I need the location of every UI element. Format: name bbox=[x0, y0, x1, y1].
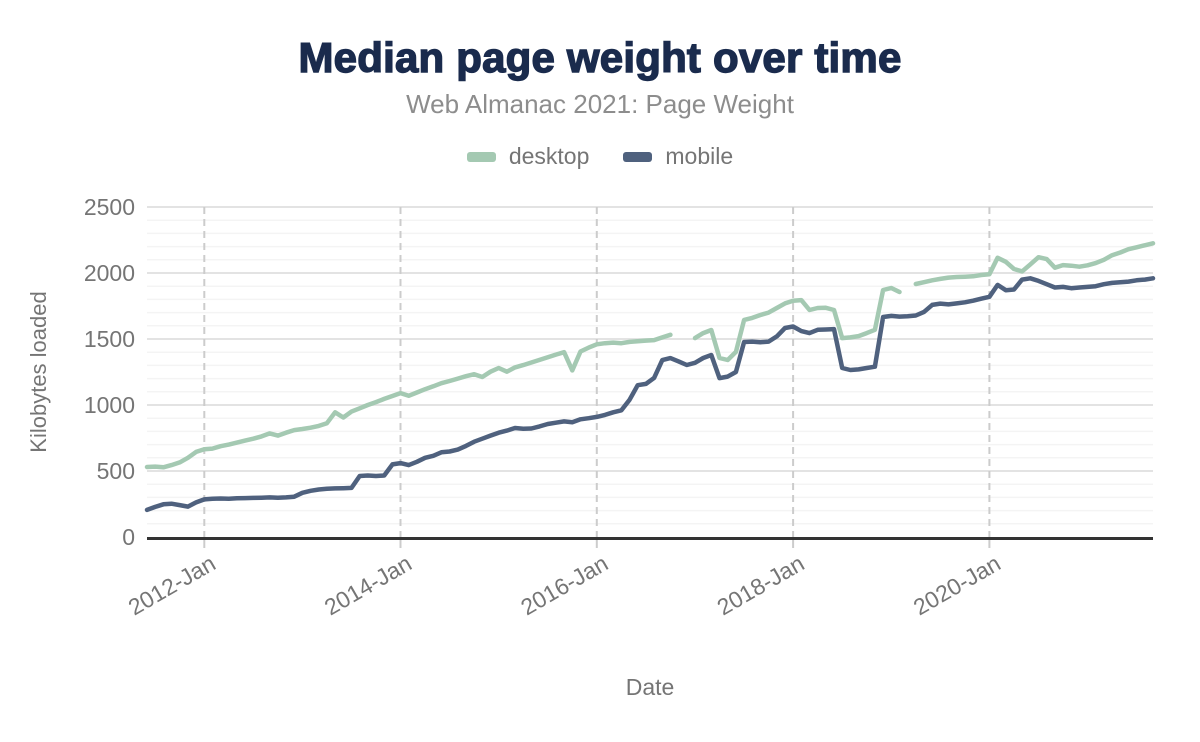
x-axis-title: Date bbox=[626, 674, 675, 700]
desktop-series-swatch-icon bbox=[466, 151, 496, 162]
mobile-series-swatch-icon bbox=[623, 151, 653, 162]
x-tick-label: 2018-Jan bbox=[713, 550, 809, 620]
y-tick-label: 1000 bbox=[84, 392, 135, 418]
x-tick-label: 2014-Jan bbox=[320, 550, 416, 620]
y-axis-ticks: 0 500 1000 1500 2000 2500 bbox=[84, 194, 135, 550]
y-tick-label: 1500 bbox=[84, 326, 135, 352]
x-tick-label: 2012-Jan bbox=[124, 550, 220, 620]
mobile-line bbox=[144, 276, 1156, 513]
minor-gridlines bbox=[147, 219, 1153, 525]
legend-label-desktop: desktop bbox=[508, 143, 590, 169]
x-tick-label: 2016-Jan bbox=[516, 550, 612, 620]
y-tick-label: 500 bbox=[97, 458, 135, 484]
y-axis-title: Kilobytes loaded bbox=[26, 291, 51, 452]
x-axis-ticks: 2012-Jan 2014-Jan 2016-Jan 2018-Jan 2020-Jan bbox=[124, 207, 1005, 620]
legend-label-mobile: mobile bbox=[665, 143, 734, 169]
y-tick-label: 2000 bbox=[84, 260, 135, 286]
y-tick-label: 2500 bbox=[84, 194, 135, 220]
legend-item-desktop: desktop bbox=[466, 143, 590, 170]
x-tick-label: 2020-Jan bbox=[909, 550, 1005, 620]
desktop-line bbox=[144, 241, 1156, 470]
legend-item-mobile: mobile bbox=[623, 143, 733, 170]
legend: desktop mobile bbox=[0, 143, 1200, 170]
y-tick-label: 0 bbox=[122, 524, 135, 550]
page-subtitle: Web Almanac 2021: Page Weight bbox=[406, 89, 794, 119]
page-title: Median page weight over time bbox=[298, 33, 902, 81]
